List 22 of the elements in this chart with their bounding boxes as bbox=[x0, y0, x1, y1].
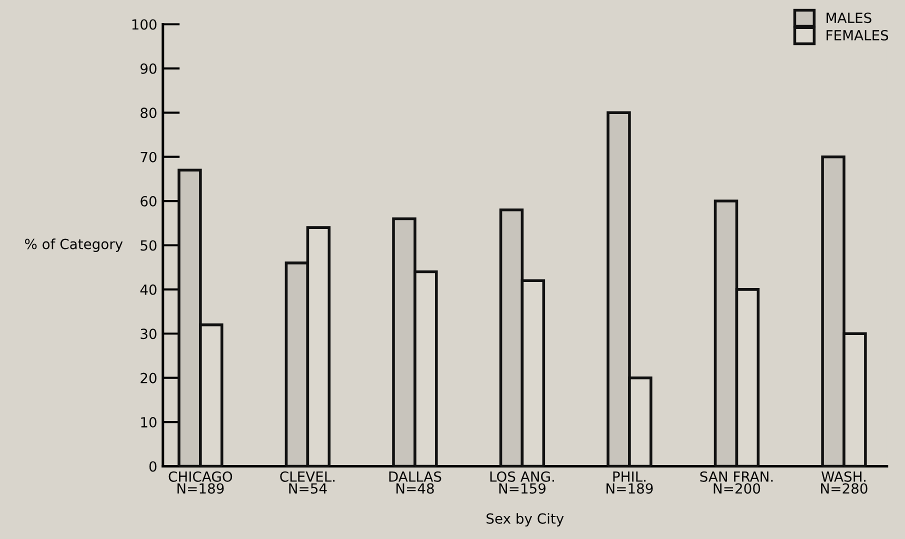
y-axis-title: % of Category bbox=[24, 238, 123, 252]
y-tick-label: 40 bbox=[140, 284, 156, 295]
y-tick-label: 0 bbox=[149, 461, 156, 472]
x-tick-label: WASH. N=280 bbox=[821, 471, 868, 494]
y-tick-label: 80 bbox=[140, 108, 156, 118]
x-tick-label: PHIL. N=189 bbox=[606, 472, 653, 494]
legend-label: MALES bbox=[826, 12, 872, 24]
x-axis-title: Sex by City bbox=[486, 513, 564, 527]
x-tick-label: SAN FRAN. N=200 bbox=[700, 471, 773, 494]
y-tick-label: 50 bbox=[140, 240, 156, 251]
y-tick-label: 30 bbox=[140, 328, 156, 340]
x-tick-label: CHICAGO N=189 bbox=[168, 471, 232, 494]
y-tick-label: 20 bbox=[140, 372, 156, 384]
y-tick-label: 100 bbox=[132, 19, 156, 30]
x-tick-label: LOS ANG. N=159 bbox=[490, 471, 554, 494]
legend-label: FEMALES bbox=[826, 30, 888, 41]
y-tick-label: 90 bbox=[140, 63, 156, 74]
y-tick-label: 70 bbox=[140, 152, 156, 162]
y-tick-label: 60 bbox=[140, 196, 156, 207]
x-tick-label: CLEVEL. N=54 bbox=[280, 471, 335, 494]
x-tick-label: DALLAS N=48 bbox=[389, 471, 442, 494]
y-tick-label: 10 bbox=[141, 417, 156, 428]
